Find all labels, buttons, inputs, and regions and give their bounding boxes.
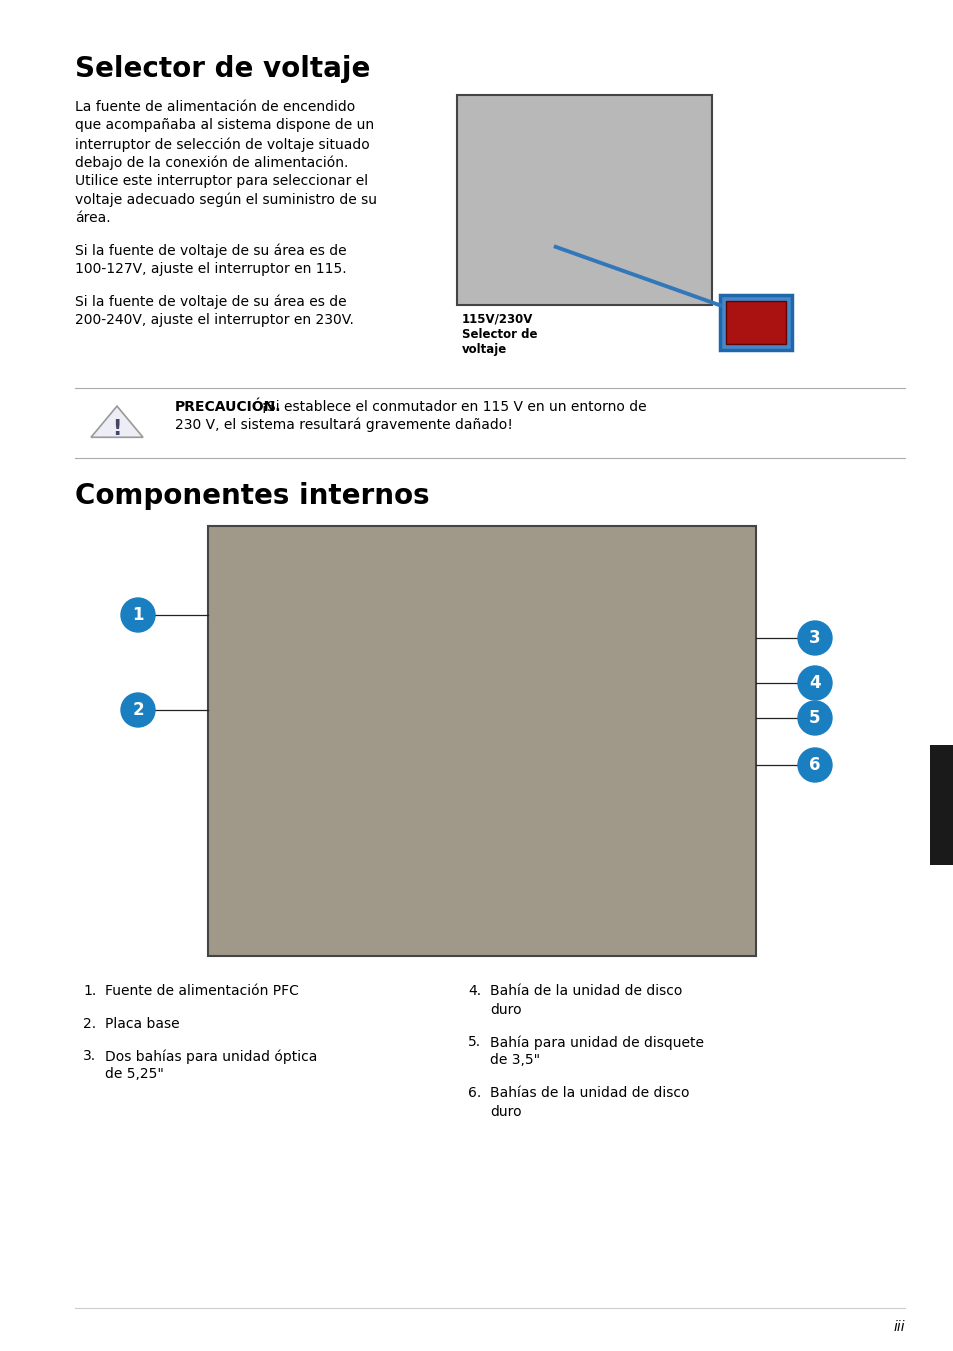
Polygon shape — [91, 407, 143, 438]
Text: 115V/230V: 115V/230V — [461, 313, 533, 326]
Text: 100-127V, ajuste el interruptor en 115.: 100-127V, ajuste el interruptor en 115. — [75, 262, 346, 276]
FancyBboxPatch shape — [725, 301, 785, 345]
Text: 6: 6 — [808, 757, 820, 774]
Text: ¡Si establece el conmutador en 115 V en un entorno de: ¡Si establece el conmutador en 115 V en … — [256, 400, 646, 413]
Text: de 3,5": de 3,5" — [490, 1054, 539, 1067]
FancyBboxPatch shape — [208, 526, 755, 957]
Text: Si la fuente de voltaje de su área es de: Si la fuente de voltaje de su área es de — [75, 295, 346, 309]
Text: 5.: 5. — [468, 1035, 480, 1048]
Text: 2: 2 — [132, 701, 144, 719]
Circle shape — [797, 701, 831, 735]
Circle shape — [797, 748, 831, 782]
Text: de 5,25": de 5,25" — [105, 1067, 164, 1082]
Text: interruptor de selección de voltaje situado: interruptor de selección de voltaje situ… — [75, 136, 370, 151]
Text: Bahía para unidad de disquete: Bahía para unidad de disquete — [490, 1035, 703, 1050]
Text: voltaje adecuado según el suministro de su: voltaje adecuado según el suministro de … — [75, 192, 376, 207]
Text: 3: 3 — [808, 630, 820, 647]
Text: Selector de voltaje: Selector de voltaje — [75, 55, 370, 82]
Text: 200-240V, ajuste el interruptor en 230V.: 200-240V, ajuste el interruptor en 230V. — [75, 313, 354, 327]
Circle shape — [121, 598, 154, 632]
Circle shape — [797, 621, 831, 655]
Text: área.: área. — [75, 211, 111, 226]
Text: 4: 4 — [808, 674, 820, 692]
Text: La fuente de alimentación de encendido: La fuente de alimentación de encendido — [75, 100, 355, 113]
Text: 5: 5 — [808, 709, 820, 727]
Text: 230 V, el sistema resultará gravemente dañado!: 230 V, el sistema resultará gravemente d… — [174, 417, 513, 432]
Text: 1: 1 — [132, 607, 144, 624]
FancyBboxPatch shape — [720, 295, 791, 350]
Text: !: ! — [112, 419, 122, 439]
Text: debajo de la conexión de alimentación.: debajo de la conexión de alimentación. — [75, 155, 348, 170]
Text: 1.: 1. — [83, 984, 96, 998]
Circle shape — [121, 693, 154, 727]
Text: voltaje: voltaje — [461, 343, 507, 357]
Text: Dos bahías para unidad óptica: Dos bahías para unidad óptica — [105, 1048, 317, 1063]
Text: Utilice este interruptor para seleccionar el: Utilice este interruptor para selecciona… — [75, 174, 368, 188]
Text: 4.: 4. — [468, 984, 480, 998]
Text: iii: iii — [892, 1320, 904, 1333]
Text: Bahías de la unidad de disco: Bahías de la unidad de disco — [490, 1086, 689, 1100]
Text: duro: duro — [490, 1002, 521, 1016]
Text: duro: duro — [490, 1105, 521, 1119]
Text: Bahía de la unidad de disco: Bahía de la unidad de disco — [490, 984, 681, 998]
FancyBboxPatch shape — [456, 95, 711, 305]
Text: que acompañaba al sistema dispone de un: que acompañaba al sistema dispone de un — [75, 119, 374, 132]
Text: Selector de: Selector de — [461, 328, 537, 340]
Text: Componentes internos: Componentes internos — [75, 482, 429, 509]
Text: PRECAUCIÓN.: PRECAUCIÓN. — [174, 400, 281, 413]
Text: 3.: 3. — [83, 1048, 96, 1063]
Text: Fuente de alimentación PFC: Fuente de alimentación PFC — [105, 984, 298, 998]
Text: Placa base: Placa base — [105, 1016, 179, 1031]
FancyBboxPatch shape — [929, 744, 953, 865]
Circle shape — [797, 666, 831, 700]
Text: Si la fuente de voltaje de su área es de: Si la fuente de voltaje de su área es de — [75, 243, 346, 258]
Text: 6.: 6. — [468, 1086, 480, 1100]
Text: 2.: 2. — [83, 1016, 96, 1031]
